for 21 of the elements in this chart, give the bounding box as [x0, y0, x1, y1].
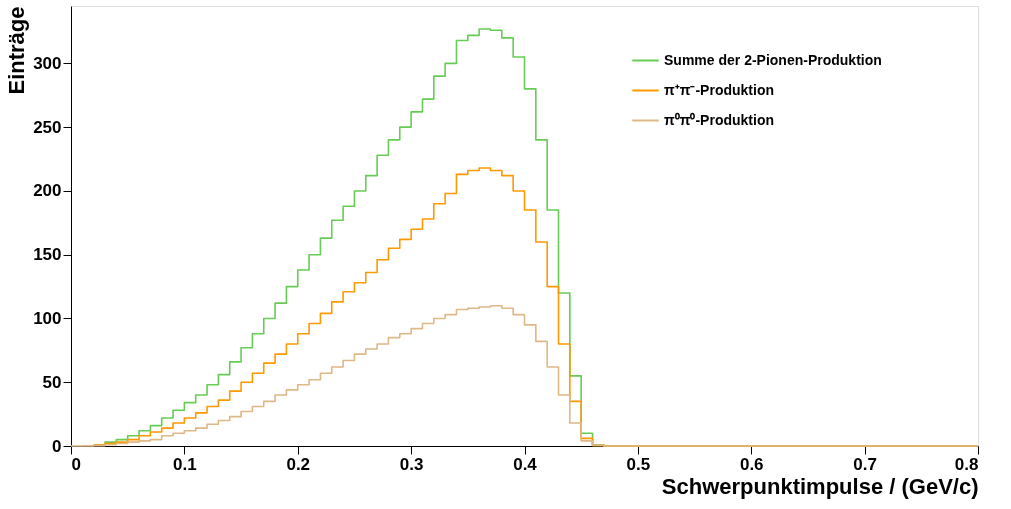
legend-label: Summe der 2-Pionen-Produktion [664, 51, 882, 68]
legend-label: π⁺π⁻-Produktion [664, 81, 774, 98]
y-tick-label: 0 [52, 436, 62, 456]
x-tick-label: 0.7 [853, 454, 877, 474]
x-tick-label: 0.8 [954, 454, 979, 474]
x-axis-title: Schwerpunktimpulse / (GeV/c) [661, 473, 979, 499]
x-tick-label: 0.5 [626, 454, 651, 474]
y-tick-label: 250 [33, 117, 62, 137]
y-tick-label: 300 [33, 53, 62, 73]
y-tick-label: 150 [33, 245, 62, 265]
x-tick-label: 0 [71, 454, 81, 474]
x-tick-label: 0.4 [513, 454, 538, 474]
y-axis-title: Einträge [4, 6, 30, 95]
y-tick-label: 200 [33, 181, 62, 201]
legend-label: π⁰π⁰-Produktion [664, 111, 774, 128]
x-tick-label: 0.6 [739, 454, 764, 474]
y-tick-label: 50 [42, 372, 62, 392]
x-tick-label: 0.1 [173, 454, 197, 474]
y-tick-label: 100 [33, 308, 62, 328]
x-tick-label: 0.3 [399, 454, 424, 474]
x-tick-label: 0.2 [286, 454, 311, 474]
